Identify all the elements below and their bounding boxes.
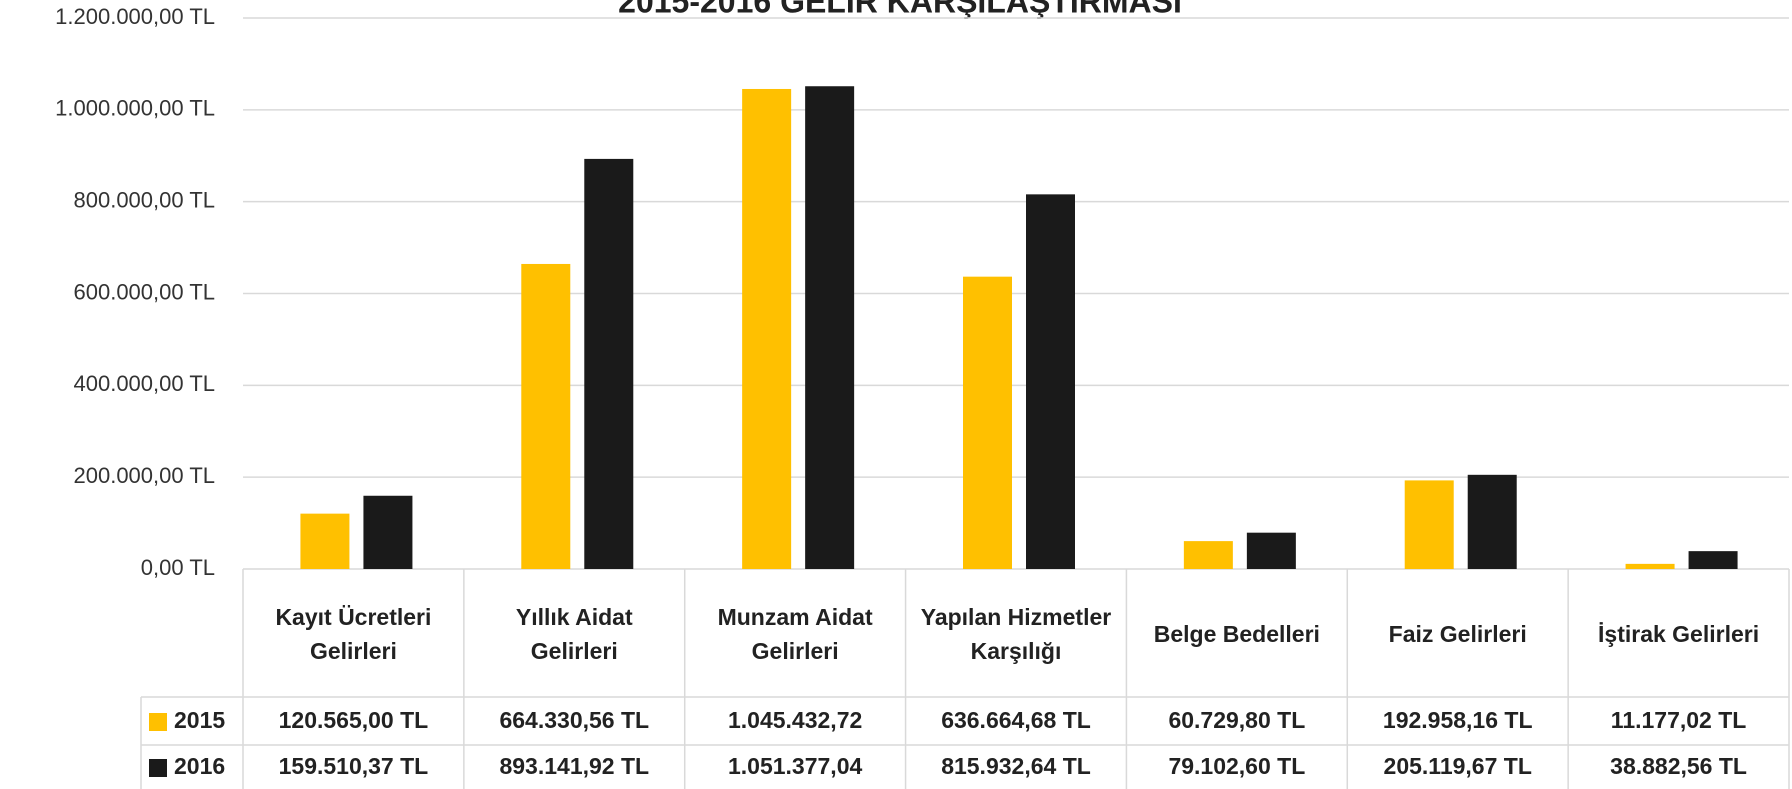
y-tick-label: 200.000,00 TL bbox=[74, 463, 216, 488]
chart-title: 2015-2016 GELİR KARŞILAŞTIRMASI bbox=[618, 0, 1182, 19]
legend-label: 2016 bbox=[174, 753, 225, 779]
category-label: Kayıt Ücretleri Gelirleri bbox=[275, 604, 432, 664]
category-label: Yapılan Hizmetler Karşılığı bbox=[920, 604, 1112, 664]
table-value: 11.177,02 TL bbox=[1611, 707, 1747, 733]
table-value: 120.565,00 TL bbox=[279, 707, 429, 733]
y-tick-label: 1.000.000,00 TL bbox=[55, 96, 215, 121]
table-value: 159.510,37 TL bbox=[279, 753, 429, 779]
table-value: 664.330,56 TL bbox=[499, 707, 649, 733]
y-tick-label: 0,00 TL bbox=[141, 555, 215, 580]
bar bbox=[300, 513, 350, 569]
bar bbox=[1026, 194, 1075, 569]
table-value: 60.729,80 TL bbox=[1168, 707, 1305, 733]
table-value: 815.932,64 TL bbox=[941, 753, 1091, 779]
table-value: 79.102,60 TL bbox=[1168, 753, 1305, 779]
bar bbox=[805, 86, 855, 569]
bar bbox=[1688, 551, 1738, 569]
category-label: Munzam Aidat Gelirleri bbox=[717, 604, 873, 664]
bar bbox=[1625, 563, 1675, 569]
category-label: Belge Bedelleri bbox=[1153, 621, 1320, 647]
table-value: 192.958,16 TL bbox=[1383, 707, 1533, 733]
table-value: 893.141,92 TL bbox=[499, 753, 649, 779]
category-label: Faiz Gelirleri bbox=[1388, 621, 1527, 647]
y-tick-label: 800.000,00 TL bbox=[74, 187, 216, 212]
table-value: 636.664,68 TL bbox=[941, 707, 1091, 733]
table-value: 1.051.377,04 bbox=[728, 753, 863, 779]
legend-label: 2015 bbox=[174, 707, 225, 733]
bar bbox=[521, 263, 571, 569]
table-value: 205.119,67 TL bbox=[1384, 753, 1532, 779]
y-tick-label: 600.000,00 TL bbox=[74, 279, 216, 304]
y-tick-label: 400.000,00 TL bbox=[74, 371, 216, 396]
category-label: Yıllık Aidat Gelirleri bbox=[515, 604, 633, 664]
table-value: 38.882,56 TL bbox=[1610, 753, 1747, 779]
bar bbox=[742, 88, 792, 570]
legend-key bbox=[149, 713, 167, 731]
bar bbox=[1246, 532, 1296, 569]
bar bbox=[963, 276, 1012, 569]
bar bbox=[1467, 474, 1517, 569]
bar bbox=[1404, 480, 1454, 569]
bar bbox=[1183, 541, 1233, 569]
y-tick-label: 1.200.000,00 TL bbox=[55, 4, 215, 29]
bar bbox=[584, 158, 634, 570]
category-label: İştirak Gelirleri bbox=[1598, 621, 1760, 647]
bar bbox=[363, 495, 413, 569]
legend-key bbox=[149, 759, 167, 777]
table-value: 1.045.432,72 bbox=[728, 707, 862, 733]
